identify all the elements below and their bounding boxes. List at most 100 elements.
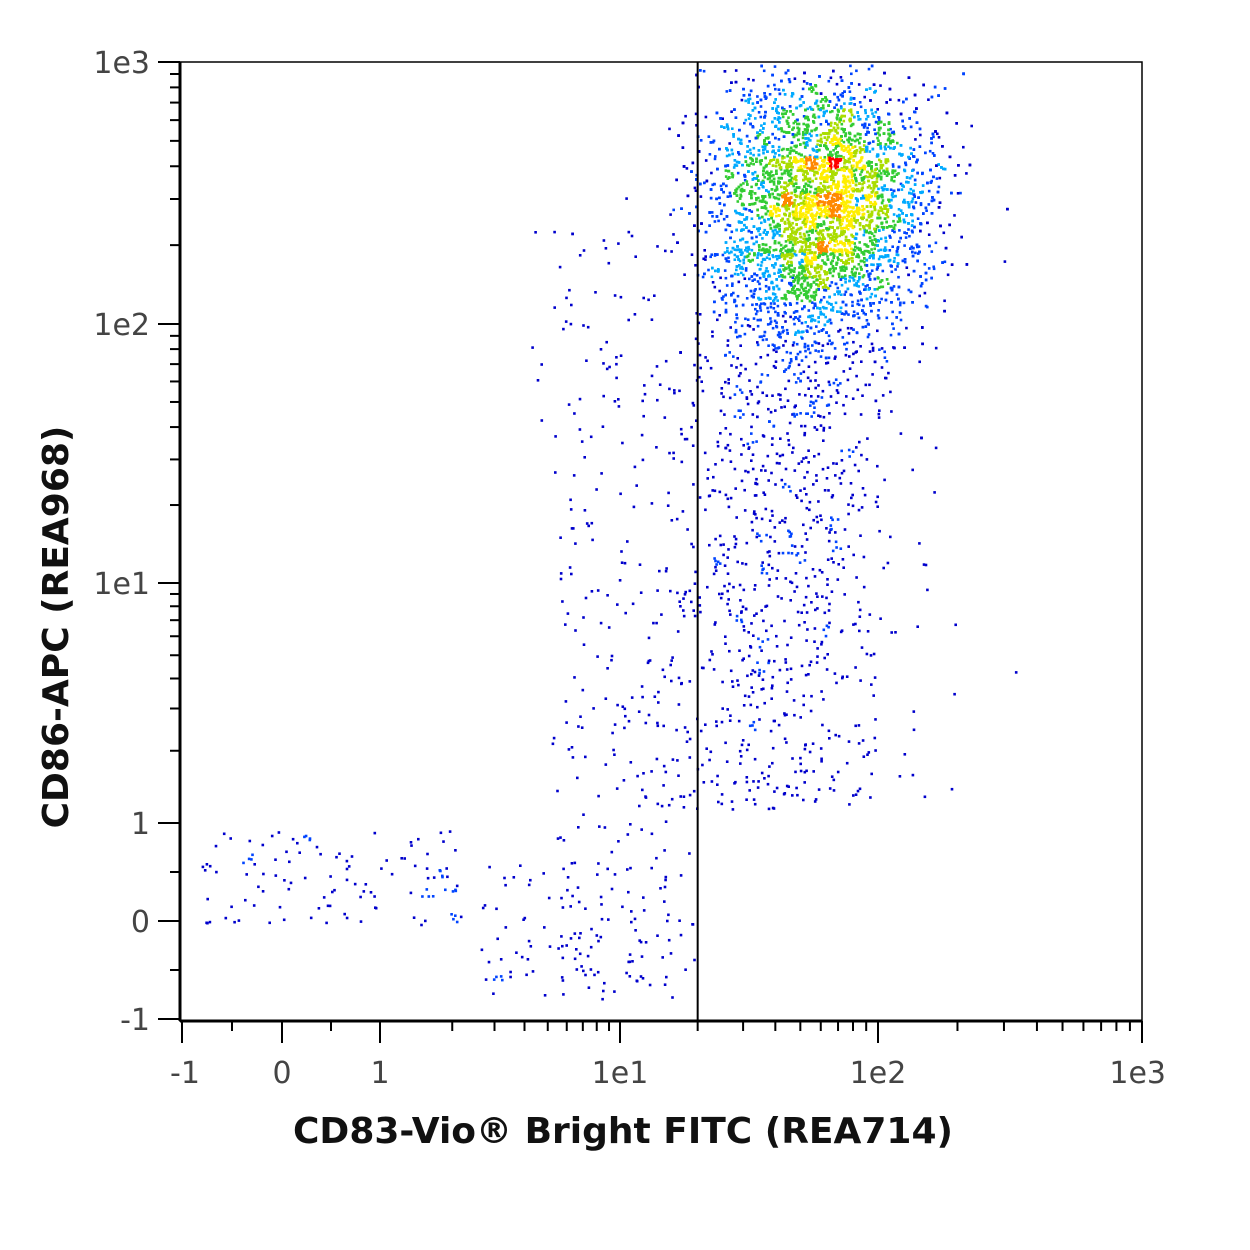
- event-dot: [802, 115, 806, 118]
- event-dot: [774, 152, 777, 155]
- event-dot: [848, 157, 852, 160]
- event-dot: [957, 164, 960, 167]
- event-dot: [774, 98, 777, 101]
- event-dot: [738, 250, 742, 253]
- event-dot: [801, 307, 804, 311]
- event-dot: [863, 122, 867, 126]
- event-dot: [800, 215, 803, 219]
- event-dot: [875, 177, 879, 180]
- event-dot: [861, 166, 865, 169]
- event-dot: [755, 198, 758, 202]
- event-dot: [841, 92, 844, 95]
- event-dot: [790, 202, 794, 205]
- event-dot: [872, 174, 875, 178]
- event-dot: [741, 213, 744, 216]
- event-dot: [847, 140, 851, 144]
- event-dot: [916, 245, 919, 249]
- event-dot: [936, 132, 939, 136]
- event-dot: [749, 162, 753, 165]
- event-dot: [767, 190, 770, 194]
- event-dot: [859, 265, 863, 269]
- event-dot: [743, 178, 747, 182]
- event-dot: [811, 108, 815, 111]
- event-dot: [812, 88, 815, 91]
- event-dot: [858, 241, 861, 244]
- event-dot: [809, 139, 812, 142]
- event-dot: [853, 173, 856, 176]
- event-dot: [876, 136, 879, 140]
- event-dot: [846, 204, 850, 208]
- event-dot: [833, 122, 837, 125]
- event-dot: [808, 132, 811, 136]
- event-dot: [725, 123, 729, 126]
- event-dot: [829, 162, 833, 165]
- event-dot: [850, 210, 853, 213]
- event-dot: [775, 185, 779, 188]
- event-dot: [793, 77, 797, 80]
- event-dot: [847, 145, 850, 149]
- event-dot: [872, 263, 875, 267]
- event-dot: [870, 232, 874, 235]
- event-dot: [866, 186, 870, 189]
- event-dot: [809, 185, 813, 189]
- event-dot: [915, 243, 919, 247]
- event-dot: [803, 191, 806, 194]
- event-dot: [887, 145, 890, 148]
- event-dot: [849, 108, 853, 111]
- event-dot: [917, 245, 921, 248]
- event-dot: [789, 149, 792, 153]
- event-dot: [872, 140, 875, 143]
- event-dot: [898, 229, 901, 232]
- event-dot: [783, 193, 786, 196]
- event-dot: [791, 231, 794, 235]
- event-dot: [793, 252, 796, 256]
- event-dot: [901, 184, 904, 187]
- event-dot: [795, 212, 798, 215]
- event-dot: [910, 174, 914, 178]
- event-dot: [911, 230, 914, 234]
- event-dot: [874, 110, 878, 114]
- event-dot: [879, 142, 882, 145]
- event-dot: [891, 163, 895, 166]
- event-dot: [855, 208, 859, 211]
- event-dot: [768, 141, 771, 144]
- event-dot: [807, 184, 811, 187]
- event-dot: [847, 222, 851, 225]
- event-dot: [881, 269, 885, 273]
- event-dot: [859, 173, 862, 176]
- event-dot: [764, 207, 768, 210]
- event-dot: [898, 311, 902, 314]
- event-dot: [766, 353, 770, 357]
- event-dot: [742, 182, 745, 185]
- event-dot: [823, 270, 826, 273]
- event-dot: [853, 150, 857, 153]
- event-dot: [785, 110, 789, 113]
- event-dot: [830, 138, 834, 141]
- event-dot: [730, 148, 734, 152]
- event-dot: [799, 167, 802, 170]
- event-dot: [836, 187, 839, 190]
- event-dot: [863, 150, 867, 153]
- event-dot: [869, 186, 873, 190]
- event-dot: [735, 313, 738, 316]
- event-dot: [780, 219, 783, 222]
- event-dot: [907, 273, 910, 277]
- event-dot: [869, 99, 872, 102]
- event-dot: [784, 207, 788, 210]
- event-dot: [937, 185, 941, 189]
- event-dot: [855, 189, 859, 193]
- event-dot: [695, 124, 698, 127]
- event-dot: [806, 179, 810, 183]
- event-dot: [741, 251, 744, 255]
- event-dot: [789, 156, 792, 160]
- event-dot: [864, 111, 867, 115]
- event-dot: [750, 217, 754, 220]
- event-dot: [747, 117, 751, 120]
- event-dot: [798, 213, 802, 216]
- event-dot: [843, 226, 846, 230]
- event-dot: [807, 234, 811, 237]
- event-dot: [781, 157, 784, 160]
- event-dot: [823, 201, 827, 204]
- event-dot: [822, 229, 825, 232]
- event-dot: [746, 240, 749, 244]
